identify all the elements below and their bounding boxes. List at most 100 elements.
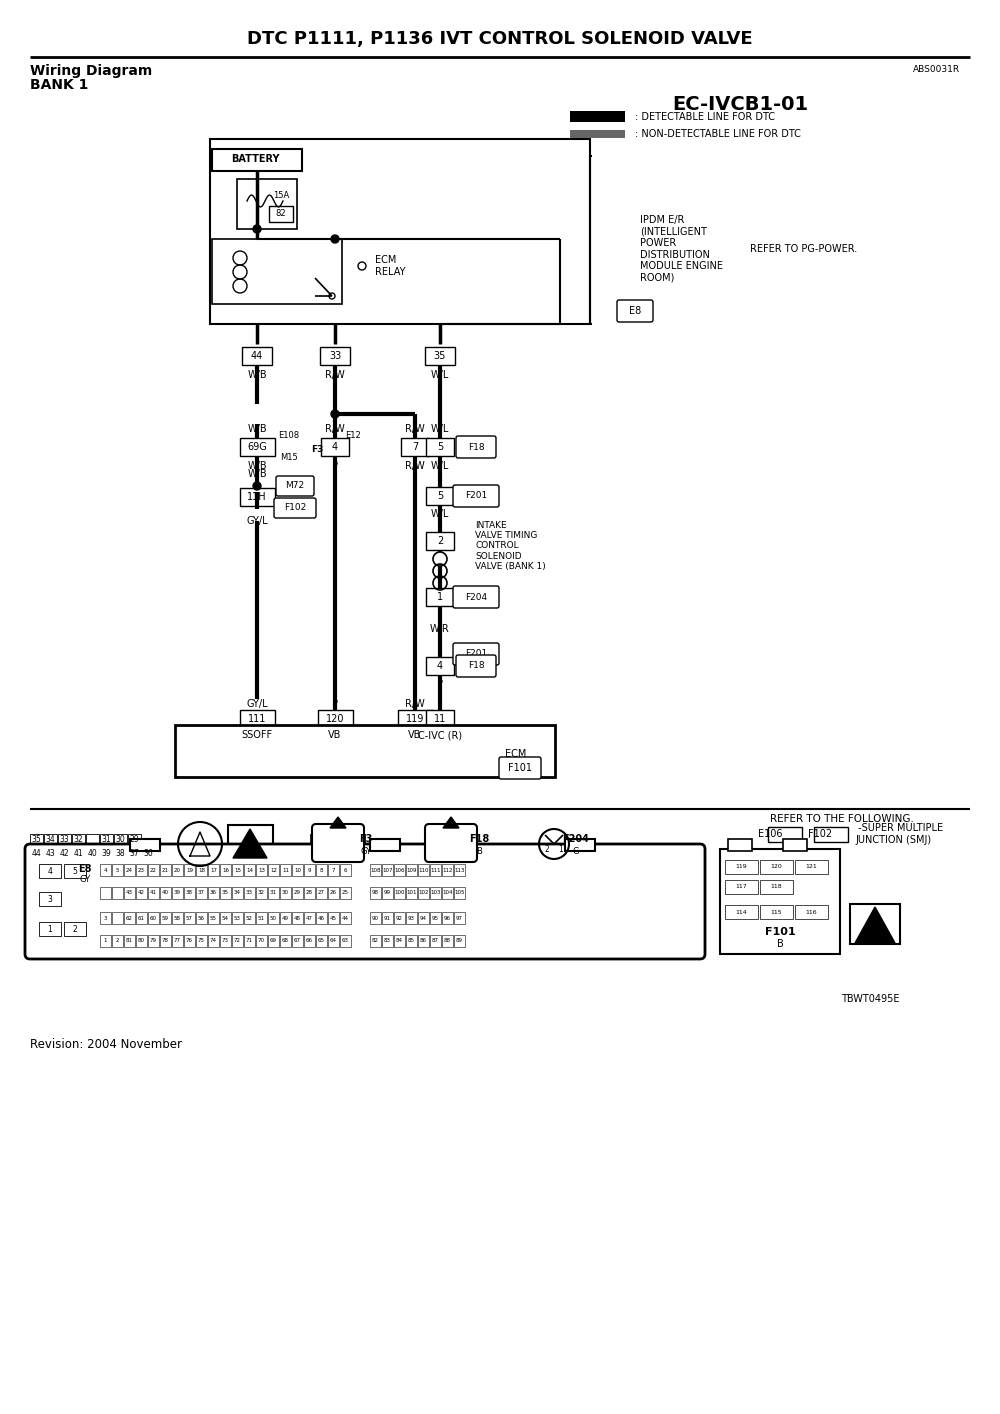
Text: W/L: W/L <box>431 424 449 434</box>
Bar <box>30 834 43 846</box>
Text: W/L: W/L <box>431 509 449 519</box>
Bar <box>328 912 339 923</box>
Text: REFER TO PG-POWER.: REFER TO PG-POWER. <box>750 245 857 255</box>
Text: : DETECTABLE LINE FOR DTC: : DETECTABLE LINE FOR DTC <box>635 112 775 122</box>
Text: 83: 83 <box>384 939 391 943</box>
Bar <box>442 887 453 899</box>
Text: W/B: W/B <box>247 370 267 380</box>
Text: REFER TO THE FOLLOWING.: REFER TO THE FOLLOWING. <box>770 814 914 824</box>
Bar <box>318 710 352 728</box>
Bar <box>86 847 99 858</box>
Text: -SUPER MULTIPLE
JUNCTION (SMJ): -SUPER MULTIPLE JUNCTION (SMJ) <box>855 823 943 844</box>
Text: 17: 17 <box>210 868 217 872</box>
Text: 86: 86 <box>420 939 427 943</box>
Text: C-IVC (R): C-IVC (R) <box>418 730 462 740</box>
Text: 112: 112 <box>442 868 453 872</box>
Bar <box>44 834 57 846</box>
Bar <box>760 905 793 919</box>
Text: 61: 61 <box>138 915 145 921</box>
Text: GY: GY <box>360 847 372 855</box>
Bar <box>124 935 135 947</box>
Text: 106: 106 <box>394 868 405 872</box>
Text: 119: 119 <box>736 864 747 870</box>
Text: B: B <box>476 847 482 855</box>
Text: P: P <box>437 679 443 689</box>
Text: 12: 12 <box>270 868 277 872</box>
Bar <box>454 864 465 877</box>
Text: 44: 44 <box>32 848 41 857</box>
Text: 94: 94 <box>420 915 427 921</box>
Text: 39: 39 <box>102 848 111 857</box>
Bar <box>328 935 339 947</box>
Text: 55: 55 <box>210 915 217 921</box>
Bar <box>454 935 465 947</box>
Bar <box>256 887 267 899</box>
Text: 14: 14 <box>246 868 253 872</box>
Text: B: B <box>777 939 783 949</box>
Text: 42: 42 <box>138 891 145 895</box>
Bar <box>760 880 793 894</box>
Bar <box>208 935 219 947</box>
Text: BANK 1: BANK 1 <box>30 78 88 92</box>
Text: 36: 36 <box>144 848 153 857</box>
Text: G: G <box>573 847 579 855</box>
Bar <box>112 912 123 923</box>
Polygon shape <box>443 817 459 829</box>
Bar <box>418 887 429 899</box>
Bar <box>124 864 135 877</box>
Bar <box>292 887 303 899</box>
Bar <box>58 847 71 858</box>
Text: 4: 4 <box>356 836 361 844</box>
Bar <box>256 935 267 947</box>
Bar <box>130 839 160 851</box>
Bar <box>795 905 828 919</box>
Text: 117: 117 <box>736 885 747 889</box>
Bar <box>814 827 848 841</box>
Text: 63: 63 <box>342 939 349 943</box>
Text: 8: 8 <box>320 868 323 872</box>
Bar <box>220 935 231 947</box>
Text: 5: 5 <box>314 848 319 857</box>
Text: 60: 60 <box>150 915 157 921</box>
Bar <box>148 887 159 899</box>
Bar <box>30 847 43 858</box>
Bar <box>406 912 417 923</box>
Text: TBWT0495E: TBWT0495E <box>842 994 900 1004</box>
Bar <box>370 912 381 923</box>
FancyBboxPatch shape <box>25 844 705 959</box>
Text: H.S.: H.S. <box>862 929 888 939</box>
Text: 44: 44 <box>342 915 349 921</box>
Bar <box>316 887 327 899</box>
Text: 99: 99 <box>384 891 391 895</box>
Text: 2: 2 <box>116 939 119 943</box>
Text: 4: 4 <box>437 660 443 672</box>
Text: 8: 8 <box>356 848 361 857</box>
Bar <box>184 912 195 923</box>
Text: E108: E108 <box>278 431 300 441</box>
Bar <box>220 887 231 899</box>
Text: 33: 33 <box>60 836 69 844</box>
Bar <box>240 438 274 455</box>
Text: 3: 3 <box>342 836 347 844</box>
Bar <box>269 206 293 222</box>
Bar <box>394 887 405 899</box>
Bar <box>795 860 828 874</box>
Bar <box>370 864 381 877</box>
Text: 64: 64 <box>330 939 337 943</box>
Bar <box>212 239 342 304</box>
Text: 100: 100 <box>394 891 405 895</box>
Text: 111: 111 <box>248 714 266 724</box>
Text: 35: 35 <box>434 351 446 361</box>
Bar <box>128 834 141 846</box>
Text: Revision: 2004 November: Revision: 2004 November <box>30 1038 182 1051</box>
Text: 22: 22 <box>150 868 157 872</box>
Bar <box>232 912 243 923</box>
Bar <box>58 834 71 846</box>
Bar <box>728 839 752 851</box>
Circle shape <box>253 225 261 233</box>
Bar <box>352 847 365 858</box>
Text: 68: 68 <box>282 939 289 943</box>
Text: 41: 41 <box>150 891 157 895</box>
Text: F201: F201 <box>465 649 487 659</box>
Bar <box>64 922 86 936</box>
